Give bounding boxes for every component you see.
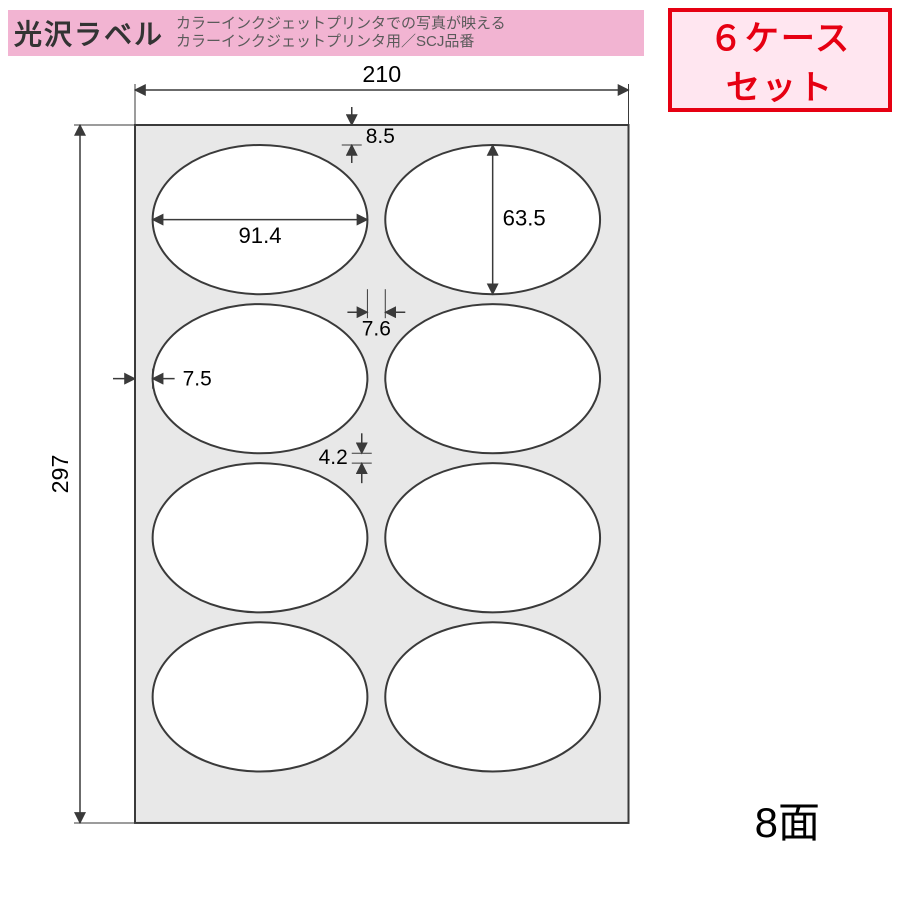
header-bar: 光沢ラベル カラーインクジェットプリンタでの写真が映える カラーインクジェットプ… <box>8 10 644 56</box>
svg-text:7.5: 7.5 <box>183 368 212 391</box>
svg-text:7.6: 7.6 <box>362 317 391 340</box>
svg-text:63.5: 63.5 <box>503 206 546 231</box>
svg-text:8.5: 8.5 <box>366 125 395 148</box>
header-sub2: カラーインクジェットプリンタ用／SCJ品番 <box>176 33 506 51</box>
count-label: 8面 <box>755 789 820 850</box>
promo-line1: ６ケース <box>672 11 888 60</box>
label-diagram: 210 297 8.5 91.4 63.5 7.6 7.5 4.2 <box>0 60 900 890</box>
header-title: 光沢ラベル <box>14 13 164 53</box>
svg-text:297: 297 <box>47 455 73 494</box>
header-subtitle-group: カラーインクジェットプリンタでの写真が映える カラーインクジェットプリンタ用／S… <box>176 15 506 51</box>
header-sub1: カラーインクジェットプリンタでの写真が映える <box>176 15 506 33</box>
diagram-area: 210 297 8.5 91.4 63.5 7.6 7.5 4.2 <box>0 60 900 890</box>
svg-text:91.4: 91.4 <box>239 223 282 248</box>
svg-text:4.2: 4.2 <box>319 446 348 469</box>
svg-text:210: 210 <box>362 61 401 87</box>
